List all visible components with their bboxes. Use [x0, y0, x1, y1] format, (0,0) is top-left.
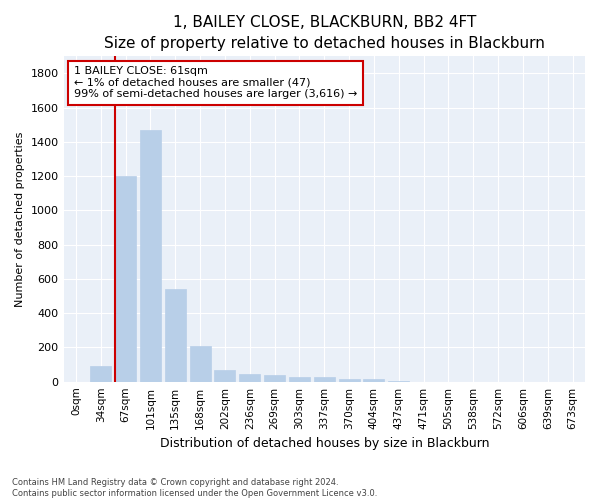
Bar: [289, 378, 310, 382]
Bar: [264, 375, 285, 382]
Bar: [364, 379, 385, 382]
Bar: [388, 381, 409, 382]
Bar: [165, 289, 186, 382]
Text: 1 BAILEY CLOSE: 61sqm
← 1% of detached houses are smaller (47)
99% of semi-detac: 1 BAILEY CLOSE: 61sqm ← 1% of detached h…: [74, 66, 358, 100]
Bar: [190, 346, 211, 382]
Bar: [239, 374, 260, 382]
Bar: [214, 370, 235, 382]
Title: 1, BAILEY CLOSE, BLACKBURN, BB2 4FT
Size of property relative to detached houses: 1, BAILEY CLOSE, BLACKBURN, BB2 4FT Size…: [104, 15, 545, 51]
Bar: [90, 366, 112, 382]
Text: Contains HM Land Registry data © Crown copyright and database right 2024.
Contai: Contains HM Land Registry data © Crown c…: [12, 478, 377, 498]
Bar: [338, 378, 359, 382]
Y-axis label: Number of detached properties: Number of detached properties: [15, 132, 25, 306]
Bar: [140, 130, 161, 382]
X-axis label: Distribution of detached houses by size in Blackburn: Distribution of detached houses by size …: [160, 437, 489, 450]
Bar: [314, 378, 335, 382]
Bar: [115, 176, 136, 382]
